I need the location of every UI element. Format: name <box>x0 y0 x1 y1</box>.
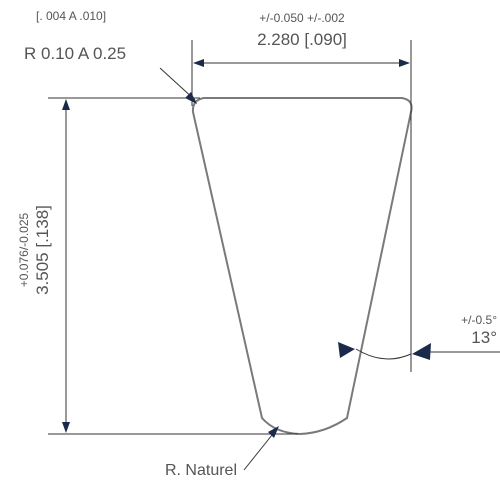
bottom-radius-label: R. Naturel <box>165 462 237 479</box>
width-arrow-right-icon <box>399 59 410 67</box>
width-value: 2.280 [.090] <box>257 30 347 49</box>
corner-radius-inch: [. 004 A .010] <box>36 9 106 23</box>
angle-value: 13° <box>471 328 497 347</box>
height-arrow-top-icon <box>62 99 70 110</box>
corner-radius-mm: R 0.10 A 0.25 <box>24 44 126 63</box>
height-arrow-bottom-icon <box>62 422 70 433</box>
angle-tolerance: +/-0.5° <box>461 313 497 327</box>
angle-arrow-left-icon <box>338 342 355 358</box>
height-tolerance: +0.076/-0.025 <box>17 212 31 287</box>
height-value: 3.505 [.138] <box>33 205 52 295</box>
bottom-radius-leader <box>243 429 277 471</box>
width-arrow-left-icon <box>193 59 204 67</box>
part-profile <box>191 97 413 436</box>
angle-arrow-right-icon <box>412 343 431 360</box>
bottom-radius-arrow-icon <box>268 426 279 438</box>
angle-arc <box>355 348 412 360</box>
width-tolerance: +/-0.050 +/-.002 <box>259 11 345 25</box>
